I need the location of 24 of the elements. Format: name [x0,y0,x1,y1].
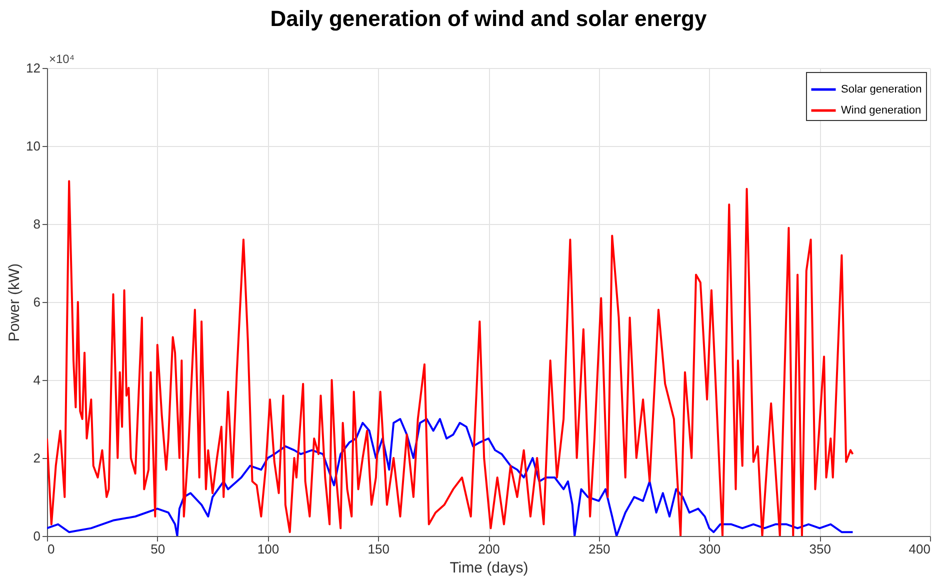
text: ×10⁴ [49,52,75,66]
chart-title: Daily generation of wind and solar energy [270,6,708,31]
x-tick-label: 300 [698,542,721,556]
x-tick-label: 100 [257,542,280,556]
y-tick-label: 6 [33,294,40,310]
x-tick-label: 50 [150,542,166,556]
y-tick-label: 8 [33,216,40,232]
legend-label: Solar generation [841,84,922,96]
y-tick-label: 10 [26,138,40,154]
x-tick-label: 0 [48,542,55,556]
x-tick-label: 250 [588,542,610,556]
y-tick-label: 4 [33,372,40,388]
y-tick-label: 12 [26,60,40,76]
line-series [47,418,854,536]
x-tick-label: 350 [809,542,831,556]
line-series [47,180,854,536]
x-tick-label: 400 [908,542,930,556]
y-axis-title: Power (kW) [6,263,24,342]
y-tick-label: 0 [33,528,40,544]
y-tick-label: 2 [33,450,40,466]
x-axis-title: Time (days) [450,560,528,576]
x-tick-label: 150 [368,542,390,556]
legend-label: Wind generation [841,104,922,116]
x-tick-label: 200 [478,542,500,556]
